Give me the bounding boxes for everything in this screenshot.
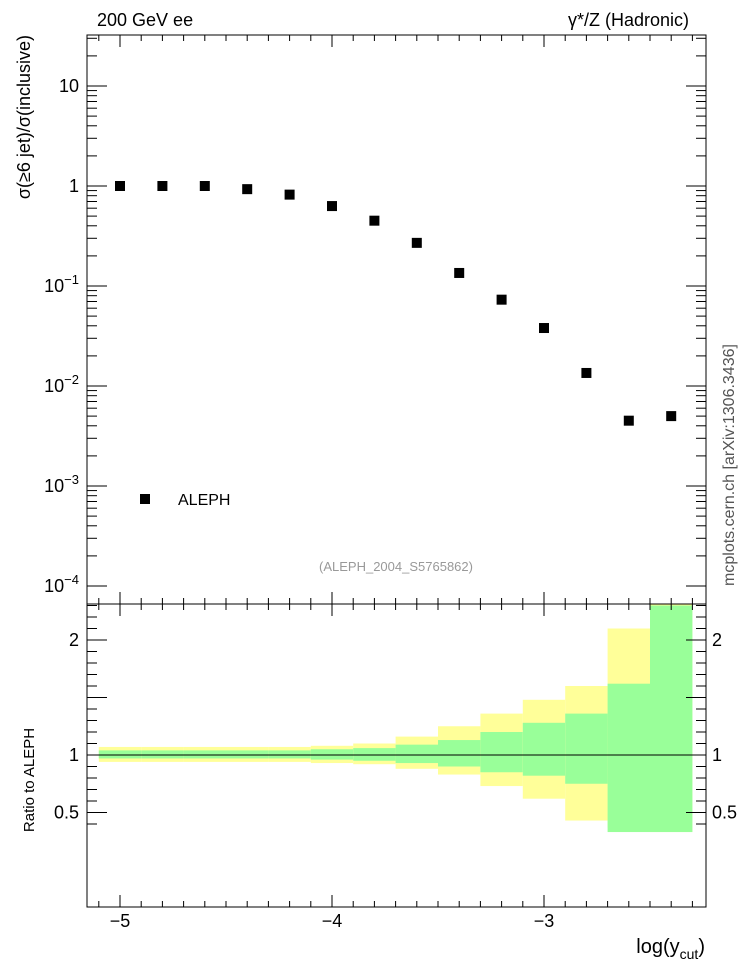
data-point bbox=[284, 189, 295, 200]
x-tick-label: −5 bbox=[110, 911, 131, 931]
ratio-y-tick-label-right: 0.5 bbox=[712, 803, 737, 823]
x-axis-title: log(ycut) bbox=[636, 936, 705, 962]
inner-band bbox=[226, 750, 269, 759]
x-axis-title-main: log(y bbox=[636, 936, 679, 958]
process-label: γ*/Z (Hadronic) bbox=[568, 10, 689, 30]
data-point bbox=[115, 181, 125, 191]
x-tick-label: −4 bbox=[322, 911, 343, 931]
inner-band bbox=[310, 749, 354, 760]
svg-text:log(ycut): log(ycut) bbox=[636, 936, 705, 962]
legend-label-aleph: ALEPH bbox=[178, 492, 230, 509]
arxiv-side-label: mcplots.cern.ch [arXiv:1306.3436] bbox=[721, 344, 738, 586]
data-point bbox=[327, 201, 337, 212]
ratio-plot-panel: 2 2 1 1 0.5 0.5 −5 −4 −3 Ratio to ALEPH log(ycut… bbox=[21, 603, 737, 962]
tick-exponent: −3 bbox=[64, 472, 79, 487]
data-point bbox=[199, 181, 210, 191]
ratio-y-tick-label-right: 2 bbox=[712, 630, 722, 650]
x-axis-title-end: ) bbox=[698, 936, 705, 958]
ratio-plot-tick-labels: 2 2 1 1 0.5 0.5 −5 −4 −3 bbox=[54, 630, 737, 931]
data-point bbox=[666, 411, 677, 422]
inner-band bbox=[438, 740, 481, 767]
main-y-tick-label: 1 bbox=[69, 176, 79, 196]
inner-band bbox=[522, 722, 566, 776]
tick-exponent: −2 bbox=[64, 372, 79, 387]
data-point bbox=[157, 181, 168, 191]
main-y-tick-label: 10−1 bbox=[44, 272, 79, 296]
tick-base: 10 bbox=[44, 276, 64, 296]
legend-marker-aleph bbox=[140, 494, 150, 504]
tick-exponent: −1 bbox=[64, 272, 79, 287]
x-axis-title-subscript: cut bbox=[680, 946, 699, 962]
inner-band bbox=[268, 750, 311, 759]
inner-band bbox=[480, 732, 523, 773]
ratio-y-tick-label: 2 bbox=[69, 630, 79, 650]
inner-band bbox=[98, 750, 142, 759]
inner-band bbox=[565, 713, 608, 784]
main-plot-frame bbox=[86, 34, 707, 605]
inner-band bbox=[353, 748, 396, 761]
main-y-tick-label: 10−3 bbox=[44, 472, 79, 496]
main-y-tick-label: 10 bbox=[59, 76, 79, 96]
inner-band bbox=[183, 750, 226, 759]
x-tick-label: −3 bbox=[534, 911, 555, 931]
data-point bbox=[623, 415, 634, 426]
main-y-tick-label: 10−2 bbox=[44, 372, 79, 396]
ratio-y-tick-label: 0.5 bbox=[54, 803, 79, 823]
data-point bbox=[581, 367, 592, 378]
inner-band bbox=[650, 605, 693, 833]
energy-label: 200 GeV ee bbox=[97, 10, 193, 30]
inner-band bbox=[141, 750, 184, 759]
ratio-y-tick-label: 1 bbox=[69, 745, 79, 765]
data-point bbox=[242, 184, 253, 195]
ratio-uncertainty-bands bbox=[98, 604, 693, 833]
tick-base: 10 bbox=[44, 376, 64, 396]
main-y-tick-label: 10−4 bbox=[44, 572, 79, 596]
data-point bbox=[454, 267, 465, 278]
tick-base: 10 bbox=[44, 576, 64, 596]
analysis-watermark: (ALEPH_2004_S5765862) bbox=[319, 559, 473, 574]
ratio-plot-ticks bbox=[87, 604, 706, 907]
main-plot-ticks bbox=[87, 35, 706, 604]
data-point bbox=[411, 237, 422, 248]
aleph-data-points bbox=[115, 181, 677, 426]
inner-band bbox=[607, 683, 650, 833]
ratio-y-axis-title: Ratio to ALEPH bbox=[21, 728, 38, 832]
tick-exponent: −4 bbox=[64, 572, 79, 587]
data-point bbox=[496, 294, 507, 305]
tick-base: 10 bbox=[44, 476, 64, 496]
ratio-y-tick-label-right: 1 bbox=[712, 745, 722, 765]
inner-band bbox=[395, 744, 438, 764]
main-y-axis-title: σ(≥6 jet)/σ(inclusive) bbox=[14, 35, 34, 199]
data-point bbox=[369, 215, 380, 226]
data-point bbox=[539, 323, 549, 334]
